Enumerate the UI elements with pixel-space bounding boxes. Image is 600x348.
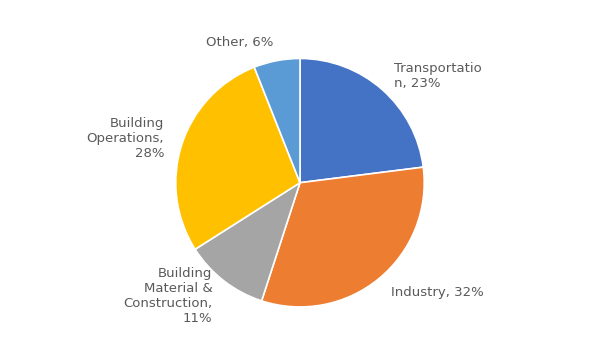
Text: Industry, 32%: Industry, 32% <box>391 286 484 299</box>
Text: Other, 6%: Other, 6% <box>206 36 273 49</box>
Text: Transportatio
n, 23%: Transportatio n, 23% <box>394 62 482 89</box>
Text: Building
Operations,
28%: Building Operations, 28% <box>86 117 164 160</box>
Wedge shape <box>300 58 423 183</box>
Wedge shape <box>254 58 300 183</box>
Wedge shape <box>262 167 424 307</box>
Wedge shape <box>176 67 300 249</box>
Text: Building
Material &
Construction,
11%: Building Material & Construction, 11% <box>124 267 212 325</box>
Wedge shape <box>195 183 300 301</box>
